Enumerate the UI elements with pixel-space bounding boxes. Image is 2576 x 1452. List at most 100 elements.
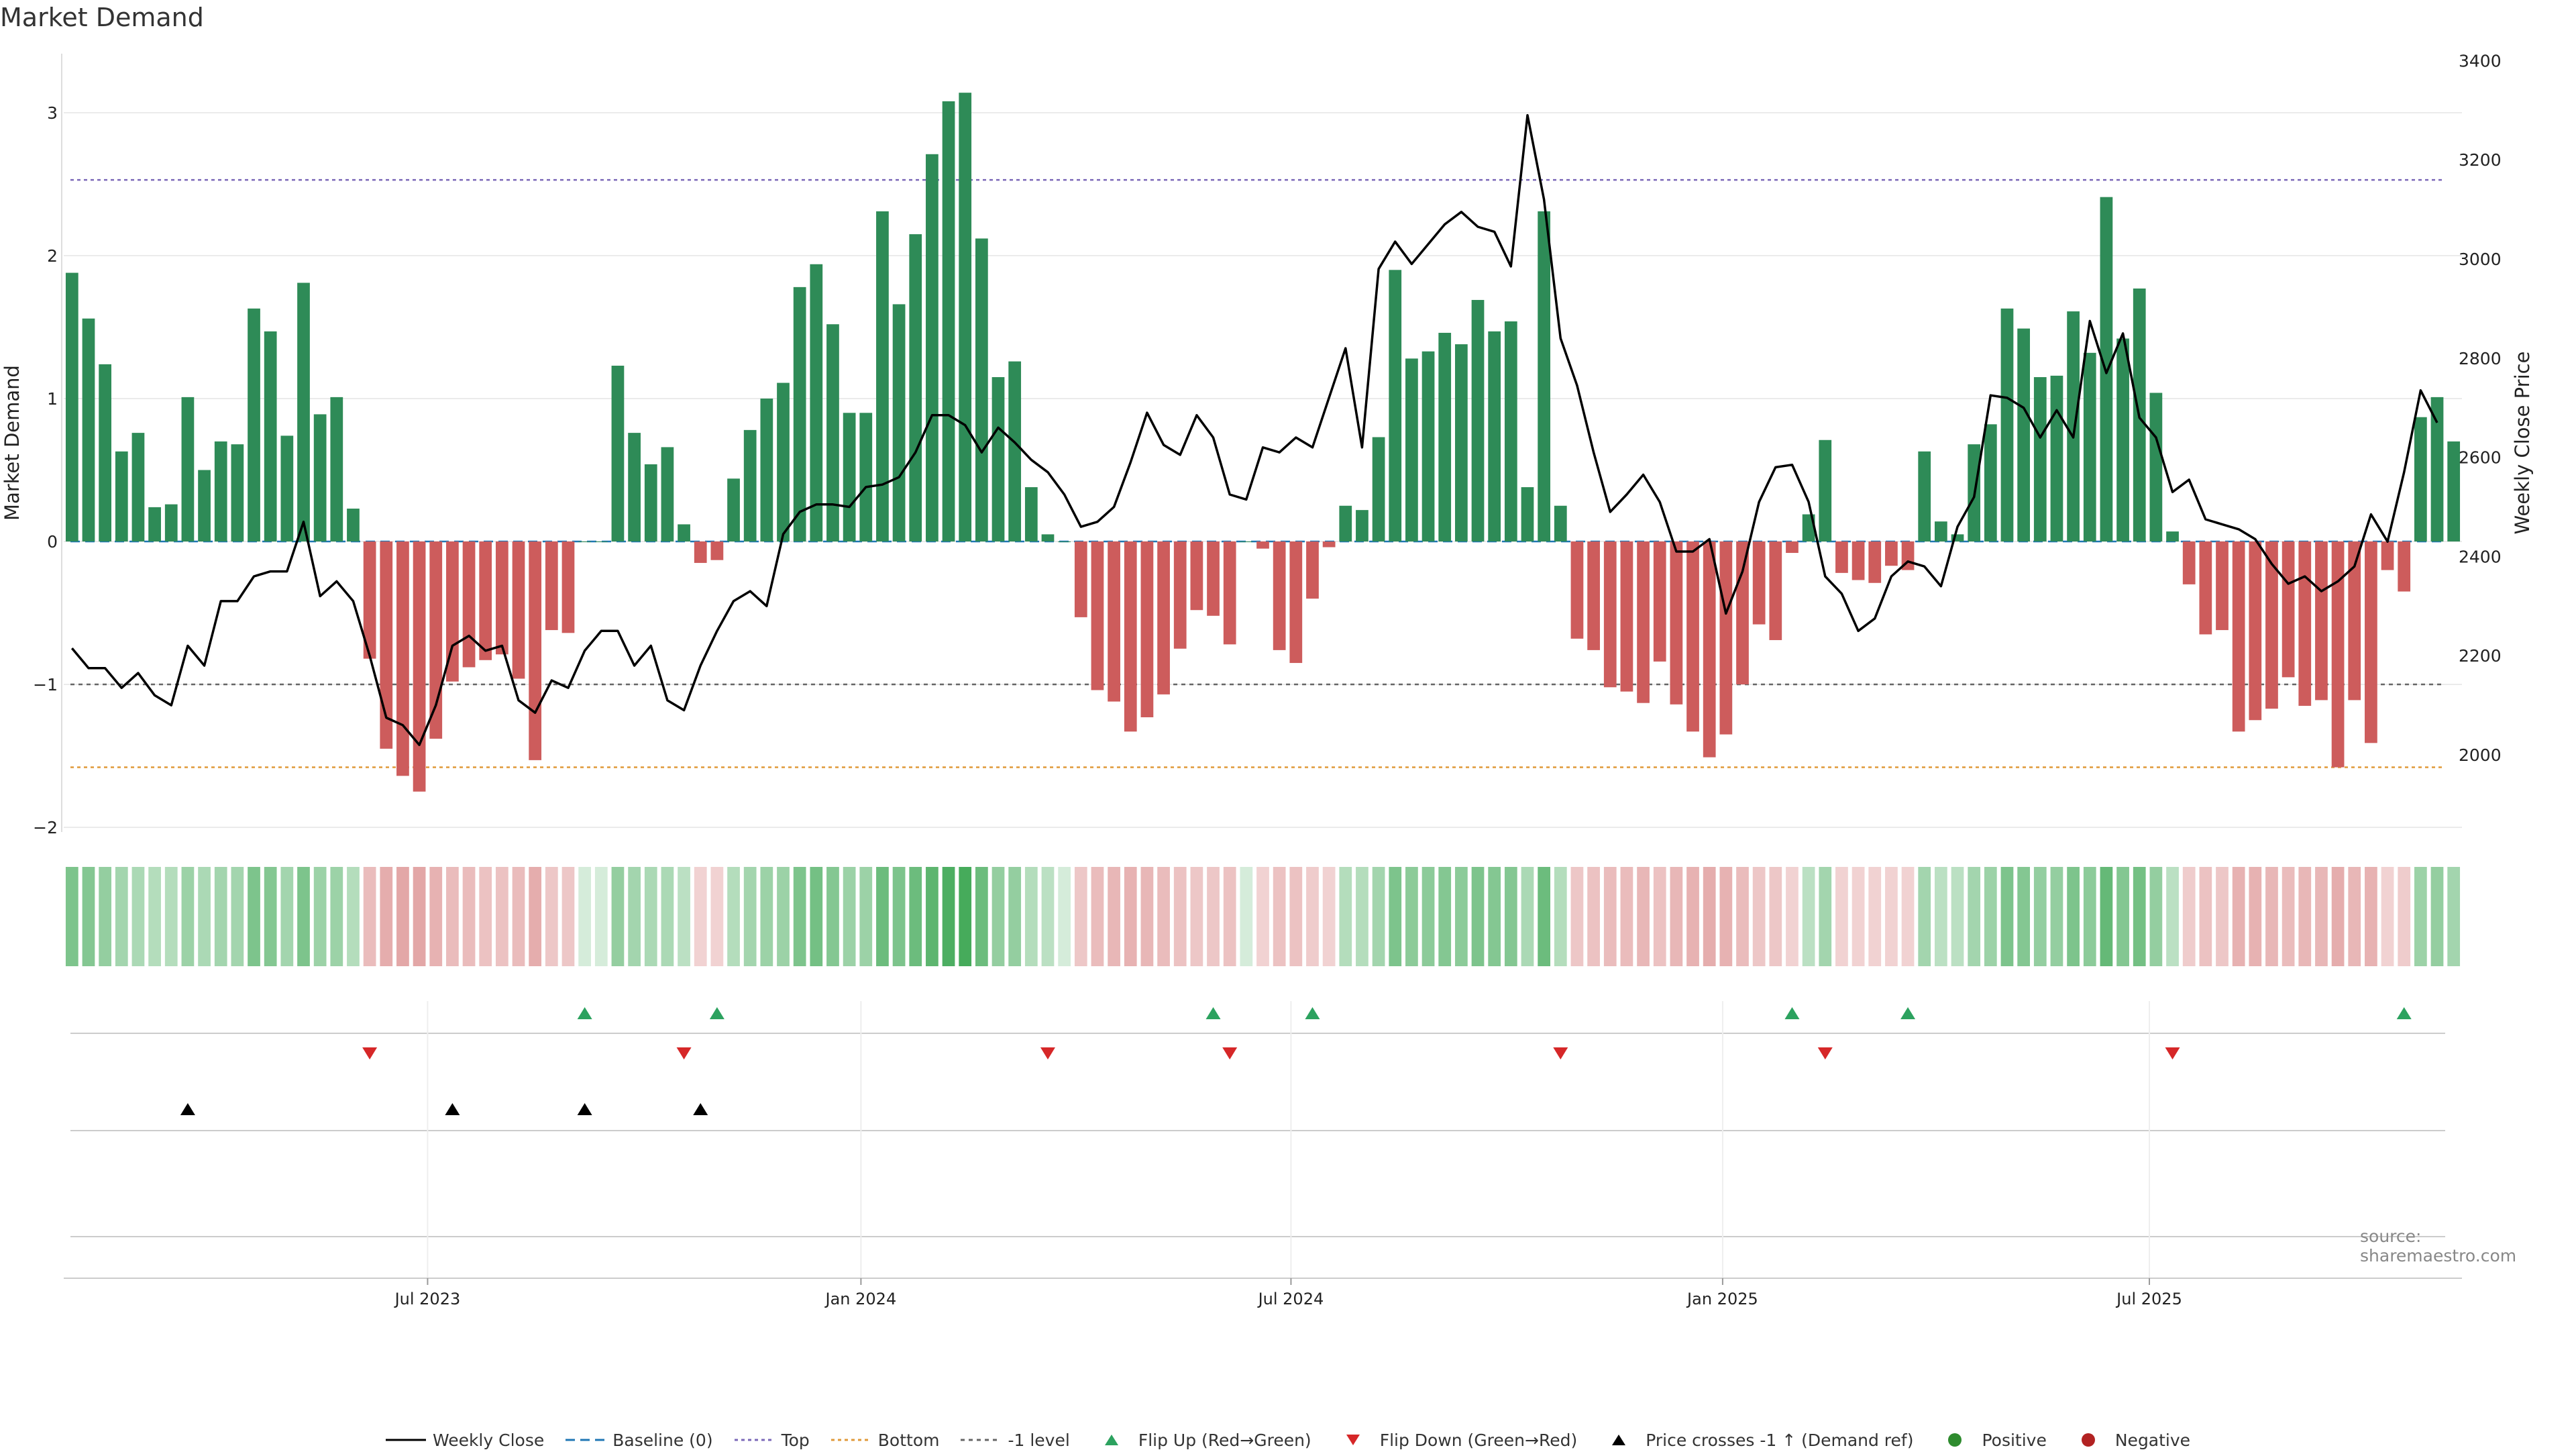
demand-bar (2249, 541, 2262, 721)
demand-bar (1885, 541, 1898, 566)
demand-bar (1786, 541, 1799, 554)
demand-bar (363, 541, 376, 659)
heat-cell (479, 867, 492, 966)
heat-cell (1901, 867, 1915, 966)
heat-cell (1686, 867, 1699, 966)
demand-bar (181, 397, 195, 541)
flip-up-marker (577, 1007, 592, 1019)
heat-cell (1256, 867, 1269, 966)
heat-cell (1786, 867, 1799, 966)
heat-cell (1421, 867, 1435, 966)
heat-cell (2000, 867, 2014, 966)
demand-bar (876, 211, 889, 541)
demand-bar (2182, 541, 2196, 584)
demand-bar (1108, 541, 1120, 702)
x-tick-label: Jul 2024 (1257, 1290, 1324, 1308)
y-axis-title: Market Demand (1, 365, 23, 521)
flip-down-marker (1553, 1047, 1568, 1059)
heat-strip (65, 867, 2461, 966)
demand-bar (1356, 510, 1368, 541)
demand-bar (1752, 541, 1766, 625)
heat-cell (1454, 867, 1468, 966)
price-cross-marker (180, 1103, 195, 1115)
demand-bar (1670, 541, 1683, 705)
heat-cell (413, 867, 426, 966)
demand-bar (678, 524, 690, 541)
demand-bar (2430, 397, 2444, 541)
demand-bar (1074, 541, 1087, 617)
heat-cell (347, 867, 360, 966)
heat-cell (1968, 867, 1981, 966)
demand-bar (1372, 437, 1385, 541)
demand-bar (826, 324, 839, 541)
demand-bar (462, 541, 476, 668)
demand-bar (644, 464, 657, 541)
heat-cell (810, 867, 823, 966)
heat-cell (1637, 867, 1650, 966)
legend-label: Price crosses -1 ↑ (Demand ref) (1646, 1430, 1914, 1450)
triangle-up-icon (1612, 1435, 1626, 1445)
demand-bar (198, 470, 211, 541)
heat-cell (545, 867, 558, 966)
demand-bar (2166, 531, 2179, 541)
flip-down-marker (676, 1047, 692, 1059)
y-tick-label: −2 (33, 818, 58, 837)
demand-bar (99, 364, 112, 541)
price-cross-marker (445, 1103, 460, 1115)
demand-bar (1471, 300, 1485, 541)
heat-cell (2133, 867, 2146, 966)
heat-cell (1372, 867, 1385, 966)
heat-cell (1223, 867, 1236, 966)
demand-bar (1488, 331, 1501, 541)
heat-cell (2298, 867, 2312, 966)
heat-cell (909, 867, 922, 966)
legend-item: Flip Up (Red→Green) (1091, 1431, 1311, 1450)
demand-bar (164, 504, 178, 541)
heat-cell (1819, 867, 1832, 966)
heat-cell (1587, 867, 1600, 966)
circle-icon (2081, 1433, 2095, 1447)
demand-bar (1438, 333, 1452, 541)
heat-cell (975, 867, 988, 966)
heat-cell (727, 867, 740, 966)
heat-cell (1024, 867, 1038, 966)
heat-cell (876, 867, 889, 966)
demand-bar (2000, 308, 2014, 541)
heat-cell (1653, 867, 1666, 966)
flip-down-marker (1817, 1047, 1833, 1059)
demand-bar (1157, 541, 1170, 694)
legend-dashed-line-icon (566, 1439, 606, 1441)
heat-cell (1851, 867, 1865, 966)
x-tick-label: Jul 2025 (2115, 1290, 2182, 1308)
demand-bar (248, 308, 260, 541)
heat-cell (2166, 867, 2179, 966)
demand-bar (2398, 541, 2411, 592)
heat-cell (826, 867, 839, 966)
heat-cell (859, 867, 873, 966)
demand-bar (82, 318, 95, 541)
demand-bar (694, 541, 707, 563)
demand-bar (1637, 541, 1650, 703)
demand-bar (1140, 541, 1154, 717)
legend-item: Flip Down (Green→Red) (1333, 1431, 1577, 1450)
y-tick-label: 1 (47, 389, 58, 409)
flip-up-marker (1305, 1007, 1320, 1019)
demand-bar (1173, 541, 1187, 649)
heat-cell (313, 867, 327, 966)
flip-up-marker (1205, 1007, 1221, 1019)
heat-cell (678, 867, 690, 966)
legend-label: Weekly Close (432, 1430, 545, 1450)
heat-cell (743, 867, 757, 966)
heat-cell (1173, 867, 1187, 966)
demand-bar (810, 264, 823, 541)
demand-bar (1322, 541, 1336, 548)
heat-cell (661, 867, 674, 966)
heat-cell (1322, 867, 1336, 966)
demand-bar (760, 399, 773, 541)
legend-label: Negative (2114, 1430, 2191, 1450)
heat-cell (264, 867, 277, 966)
legend-item: Weekly Close (385, 1430, 545, 1450)
heat-cell (2398, 867, 2411, 966)
heat-cell (578, 867, 592, 966)
heat-cell (644, 867, 657, 966)
